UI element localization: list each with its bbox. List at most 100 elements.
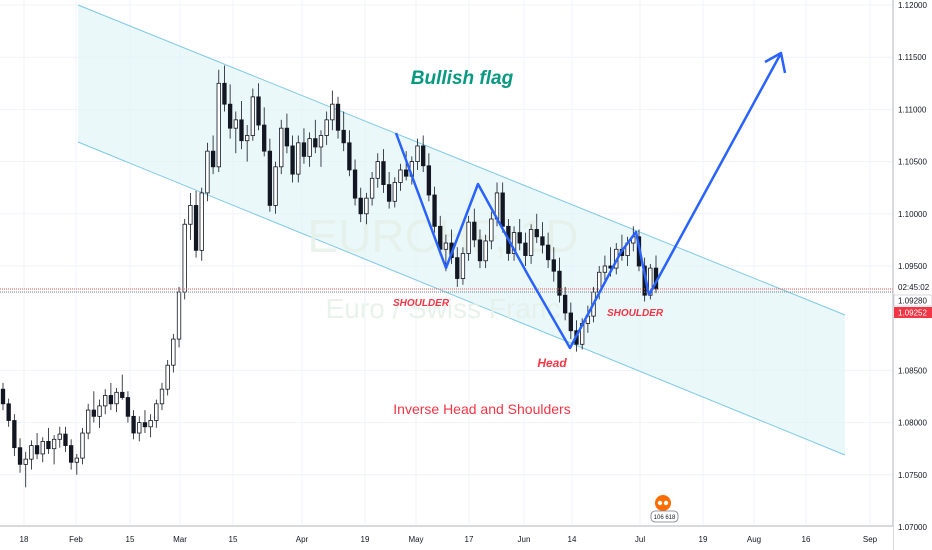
candle (103, 389, 108, 415)
candle (125, 391, 131, 423)
candle (159, 382, 165, 411)
candle (34, 433, 40, 460)
candle (193, 190, 199, 258)
candle (313, 119, 318, 154)
candle (540, 222, 545, 254)
bid-price-box (894, 307, 932, 318)
ideas-badge[interactable]: 106 618 (650, 495, 679, 523)
candle (176, 286, 182, 348)
candle (290, 135, 295, 183)
candle (91, 391, 97, 423)
watermark-name: Euro / Swiss Franc (326, 293, 561, 324)
candle (489, 211, 494, 250)
candle (296, 135, 301, 183)
x-tick-label: Sep (863, 535, 878, 544)
x-tick-label: Jul (635, 535, 645, 544)
x-tick-label: Feb (69, 535, 83, 544)
x-tick-label: 17 (465, 535, 474, 544)
candle (347, 130, 352, 177)
candle (250, 88, 256, 141)
last-price-box (893, 294, 932, 307)
candle (426, 153, 432, 202)
candle (188, 192, 193, 240)
candle (63, 426, 68, 452)
right-shoulder-label: SHOULDER (607, 308, 664, 319)
candle (330, 90, 335, 131)
price-axis-ticks: 1.12000 1.11500 1.11000 1.10500 1.10000 1.095… (898, 1, 927, 532)
candle (114, 388, 119, 413)
candle (97, 399, 102, 428)
candle (182, 219, 187, 300)
candle (205, 142, 210, 202)
candle (364, 192, 369, 225)
candle (318, 130, 324, 167)
badge-icon (655, 495, 671, 511)
candles-group (0, 65, 659, 488)
candle (386, 172, 392, 209)
candle (57, 426, 62, 448)
candle (500, 182, 505, 233)
countdown-label: 02:45:02 (898, 283, 930, 292)
y-tick-label: 1.10500 (898, 158, 927, 167)
candle (279, 119, 284, 175)
candle (17, 438, 23, 473)
candle (381, 149, 386, 193)
y-tick-label: 1.08500 (898, 366, 927, 375)
candle (233, 111, 238, 154)
candle (12, 414, 17, 457)
flag-channel-upper (77, 4, 846, 316)
candle (210, 135, 216, 175)
x-tick-label: Jun (518, 535, 531, 544)
candle (523, 232, 528, 266)
y-tick-label: 1.11500 (898, 53, 927, 62)
candle (29, 440, 34, 470)
last-price-label: 1.09280 (898, 297, 927, 306)
x-tick-label: Aug (747, 535, 761, 544)
x-tick-label: 19 (699, 535, 708, 544)
candle (239, 101, 244, 150)
candle (273, 161, 278, 214)
candle (415, 138, 420, 170)
candle (472, 208, 477, 248)
x-tick-label: 15 (229, 535, 238, 544)
candle (421, 135, 426, 173)
candle (466, 215, 471, 261)
pattern-title: Inverse Head and Shoulders (393, 401, 570, 417)
candle (46, 427, 51, 454)
candle (375, 153, 380, 188)
candle (528, 224, 534, 264)
candle (23, 451, 28, 488)
candle (199, 187, 204, 261)
candle (0, 382, 6, 411)
candle (460, 247, 466, 285)
candle (216, 69, 221, 173)
candle (398, 163, 403, 191)
candle (551, 247, 556, 282)
x-tick-label: 16 (802, 535, 811, 544)
candle (545, 232, 551, 269)
candle (477, 229, 483, 269)
candle (120, 374, 125, 400)
candle (80, 427, 85, 465)
time-axis-ticks: 18 Feb 15 Mar 15 Apr 19 May 17 Jun 14 Jul 19 Aug 16 Sep (20, 535, 878, 544)
candle (352, 159, 358, 206)
candle (227, 84, 233, 139)
y-tick-label: 1.07500 (898, 471, 927, 480)
time-axis-background (0, 526, 893, 550)
projection-arrow-line (647, 54, 782, 296)
x-tick-label: 18 (20, 535, 29, 544)
badge-count: 106 618 (654, 515, 676, 521)
candle (483, 234, 488, 269)
candle (245, 125, 250, 162)
x-tick-label: 15 (126, 535, 135, 544)
head-label: Head (537, 356, 567, 370)
candle (602, 255, 608, 282)
candle (148, 414, 153, 438)
candle (562, 286, 568, 321)
x-tick-label: Apr (296, 535, 309, 544)
y-tick-label: 1.12000 (898, 1, 927, 10)
candle (142, 410, 148, 434)
candle (534, 213, 539, 244)
candle (557, 257, 562, 303)
candle (267, 138, 273, 212)
